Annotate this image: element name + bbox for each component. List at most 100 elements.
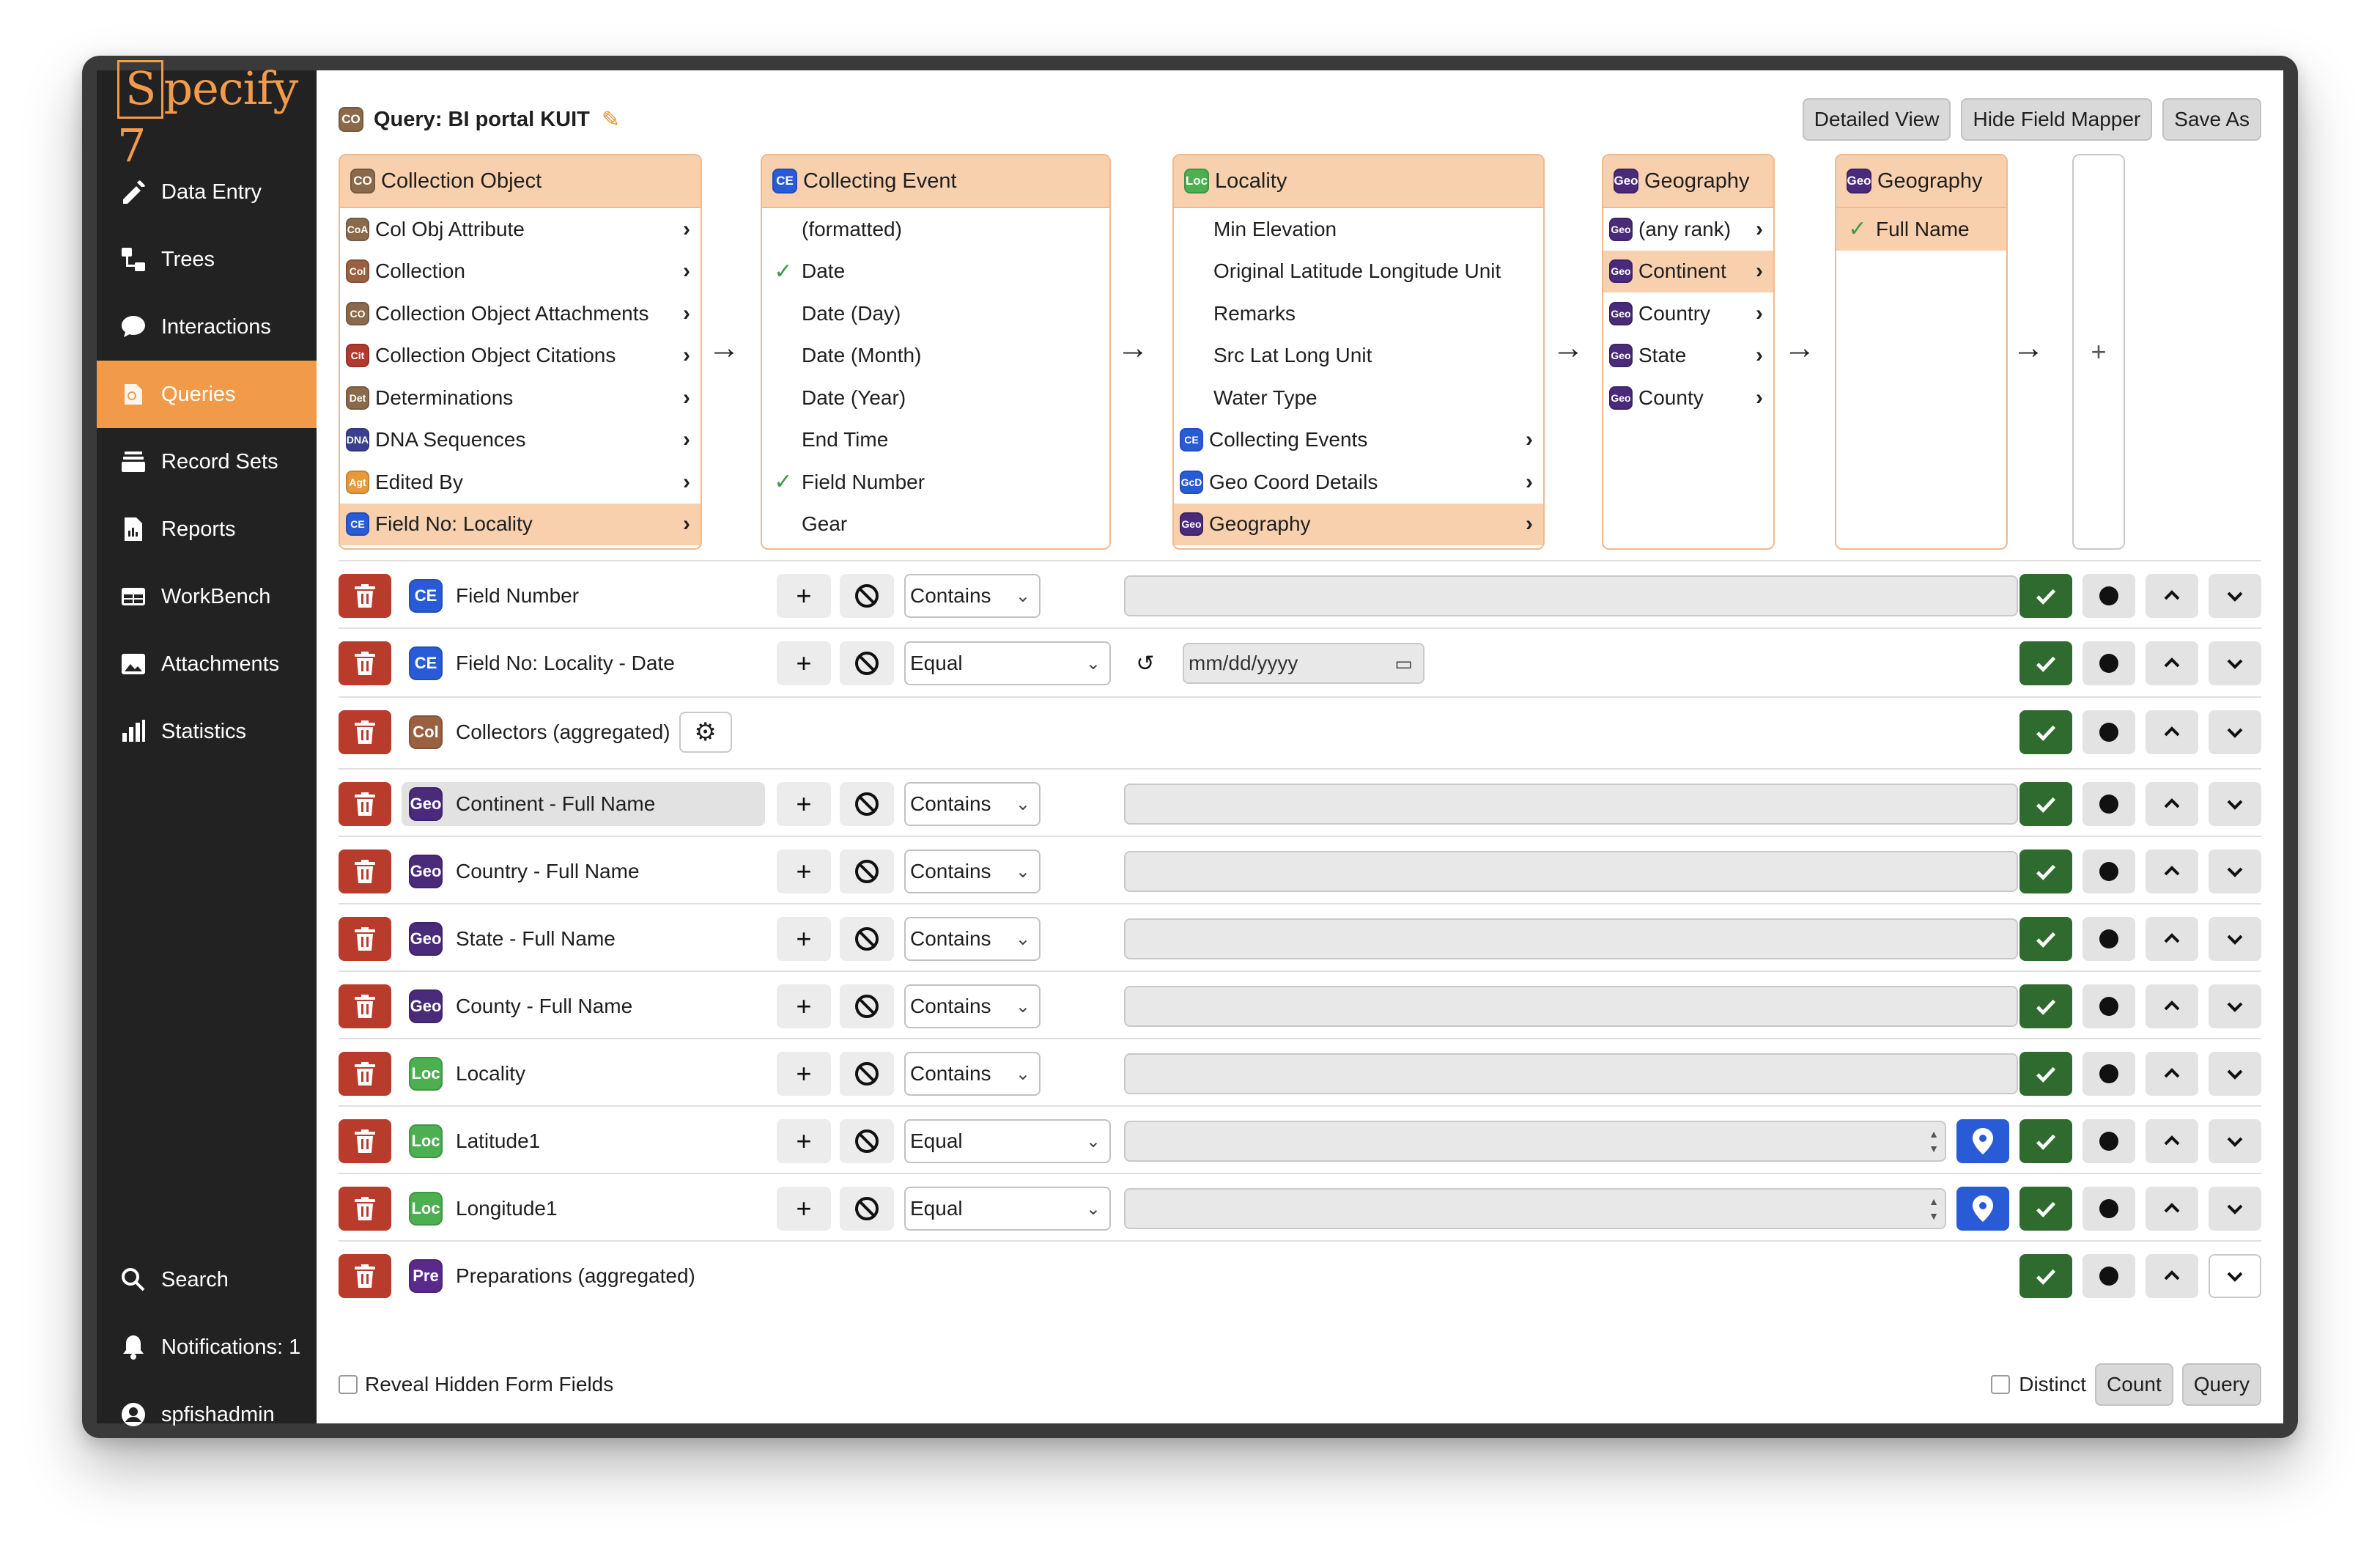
mapper-item[interactable]: DNA DNA Sequences › xyxy=(340,419,701,462)
move-up-button[interactable] xyxy=(2146,1119,2198,1163)
mapper-item[interactable]: Cit Collection Object Citations › xyxy=(340,335,701,377)
spinner-icon[interactable]: ▲ ▼ xyxy=(1929,1195,1939,1222)
move-up-button[interactable] xyxy=(2146,984,2198,1028)
move-down-button[interactable] xyxy=(2209,1254,2261,1298)
count-button[interactable]: Count xyxy=(2095,1363,2173,1406)
delete-line-button[interactable] xyxy=(339,574,391,618)
mapper-item[interactable]: Geo Geography › xyxy=(1174,503,1543,545)
add-filter-button[interactable]: + xyxy=(777,574,831,618)
history-icon[interactable]: ↺ xyxy=(1118,641,1172,685)
mapper-item[interactable]: Gear xyxy=(762,504,1109,546)
negate-button[interactable] xyxy=(840,1052,894,1096)
add-filter-button[interactable]: + xyxy=(777,849,831,893)
mapper-item[interactable]: Col Collection › xyxy=(340,251,701,293)
operator-select[interactable]: Contains ⌄ xyxy=(904,917,1041,961)
mapper-item[interactable]: CO Collection Object Attachments › xyxy=(340,292,701,335)
add-filter-button[interactable]: + xyxy=(777,782,831,826)
move-down-button[interactable] xyxy=(2209,1119,2261,1163)
add-filter-button[interactable]: + xyxy=(777,1119,831,1163)
delete-line-button[interactable] xyxy=(339,917,391,961)
mapper-item[interactable]: End Time xyxy=(762,419,1109,462)
move-up-button[interactable] xyxy=(2146,710,2198,754)
mapper-item[interactable]: ✓ Date xyxy=(762,251,1109,293)
number-input[interactable]: ▲ ▼ xyxy=(1124,1121,1946,1162)
operator-select[interactable]: Equal ⌄ xyxy=(904,641,1111,685)
calendar-icon[interactable]: ▭ xyxy=(1394,652,1413,674)
mapper-item[interactable]: CE Collecting Events › xyxy=(1174,419,1543,462)
query-button[interactable]: Query xyxy=(2181,1363,2261,1406)
query-field-label[interactable]: Geo Country - Full Name xyxy=(402,849,765,893)
move-up-button[interactable] xyxy=(2146,1052,2198,1096)
sidebar-item-queries[interactable]: Queries xyxy=(97,361,317,428)
display-toggle-button[interactable] xyxy=(2019,782,2072,826)
display-toggle-button[interactable] xyxy=(2019,984,2072,1028)
sidebar-item-spfishadmin[interactable]: spfishadmin xyxy=(97,1381,317,1438)
delete-line-button[interactable] xyxy=(339,984,391,1028)
mapper-item[interactable]: Det Determinations › xyxy=(340,377,701,419)
map-pin-button[interactable] xyxy=(1956,1119,2009,1163)
mapper-item[interactable]: Geo Continent › xyxy=(1603,250,1773,292)
operator-select[interactable]: Equal ⌄ xyxy=(904,1187,1111,1231)
sort-button[interactable] xyxy=(2082,1187,2135,1231)
move-down-button[interactable] xyxy=(2209,574,2261,618)
filter-input[interactable] xyxy=(1124,918,2018,959)
add-filter-button[interactable]: + xyxy=(777,1187,831,1231)
mapper-item[interactable]: Min Elevation xyxy=(1174,208,1543,251)
mapper-item[interactable]: ✓ Full Name xyxy=(1836,208,2006,251)
hide-field-mapper-button[interactable]: Hide Field Mapper xyxy=(1961,98,2153,141)
negate-button[interactable] xyxy=(840,917,894,961)
mapper-item[interactable]: Water Type xyxy=(1174,377,1543,419)
delete-line-button[interactable] xyxy=(339,710,391,754)
move-down-button[interactable] xyxy=(2209,849,2261,893)
reveal-hidden-checkbox[interactable] xyxy=(339,1375,358,1394)
operator-select[interactable]: Contains ⌄ xyxy=(904,1052,1041,1096)
sidebar-item-attachments[interactable]: Attachments xyxy=(97,630,317,698)
mapper-item[interactable]: Geo State › xyxy=(1603,335,1773,377)
operator-select[interactable]: Contains ⌄ xyxy=(904,574,1041,618)
mapper-item[interactable]: Date (Year) xyxy=(762,377,1109,419)
map-pin-button[interactable] xyxy=(1956,1187,2009,1231)
mapper-item[interactable]: Date (Day) xyxy=(762,292,1109,335)
operator-select[interactable]: Contains ⌄ xyxy=(904,782,1041,826)
query-field-label[interactable]: Pre Preparations (aggregated) xyxy=(402,1254,765,1298)
delete-line-button[interactable] xyxy=(339,641,391,685)
add-filter-button[interactable]: + xyxy=(777,917,831,961)
delete-line-button[interactable] xyxy=(339,782,391,826)
mapper-item[interactable]: Geo County › xyxy=(1603,377,1773,419)
gear-icon[interactable]: ⚙ xyxy=(679,712,732,753)
mapper-item[interactable]: GcD Geo Coord Details › xyxy=(1174,461,1543,504)
display-toggle-button[interactable] xyxy=(2019,1052,2072,1096)
add-filter-button[interactable]: + xyxy=(777,984,831,1028)
filter-input[interactable] xyxy=(1124,986,2018,1027)
delete-line-button[interactable] xyxy=(339,1254,391,1298)
move-up-button[interactable] xyxy=(2146,849,2198,893)
negate-button[interactable] xyxy=(840,1187,894,1231)
filter-input[interactable] xyxy=(1124,1053,2018,1094)
sidebar-item-notifications-1[interactable]: Notifications: 1 xyxy=(97,1313,317,1381)
move-down-button[interactable] xyxy=(2209,1187,2261,1231)
mapper-item[interactable]: Date (Month) xyxy=(762,335,1109,377)
sidebar-item-trees[interactable]: Trees xyxy=(97,226,317,293)
sidebar-item-statistics[interactable]: Statistics xyxy=(97,698,317,765)
mapper-item[interactable]: Remarks xyxy=(1174,292,1543,335)
sort-button[interactable] xyxy=(2082,710,2135,754)
display-toggle-button[interactable] xyxy=(2019,641,2072,685)
sort-button[interactable] xyxy=(2082,641,2135,685)
move-down-button[interactable] xyxy=(2209,710,2261,754)
sort-button[interactable] xyxy=(2082,849,2135,893)
date-input[interactable]: mm/dd/yyyy ▭ xyxy=(1183,643,1424,684)
query-field-label[interactable]: CE Field Number xyxy=(402,574,765,618)
move-up-button[interactable] xyxy=(2146,1254,2198,1298)
query-field-label[interactable]: Loc Latitude1 xyxy=(402,1119,765,1163)
sidebar-item-interactions[interactable]: Interactions xyxy=(97,293,317,361)
display-toggle-button[interactable] xyxy=(2019,710,2072,754)
filter-input[interactable] xyxy=(1124,575,2018,616)
operator-select[interactable]: Contains ⌄ xyxy=(904,984,1041,1028)
negate-button[interactable] xyxy=(840,849,894,893)
add-filter-button[interactable]: + xyxy=(777,1052,831,1096)
sort-button[interactable] xyxy=(2082,782,2135,826)
sort-button[interactable] xyxy=(2082,917,2135,961)
negate-button[interactable] xyxy=(840,574,894,618)
sidebar-item-reports[interactable]: Reports xyxy=(97,495,317,563)
